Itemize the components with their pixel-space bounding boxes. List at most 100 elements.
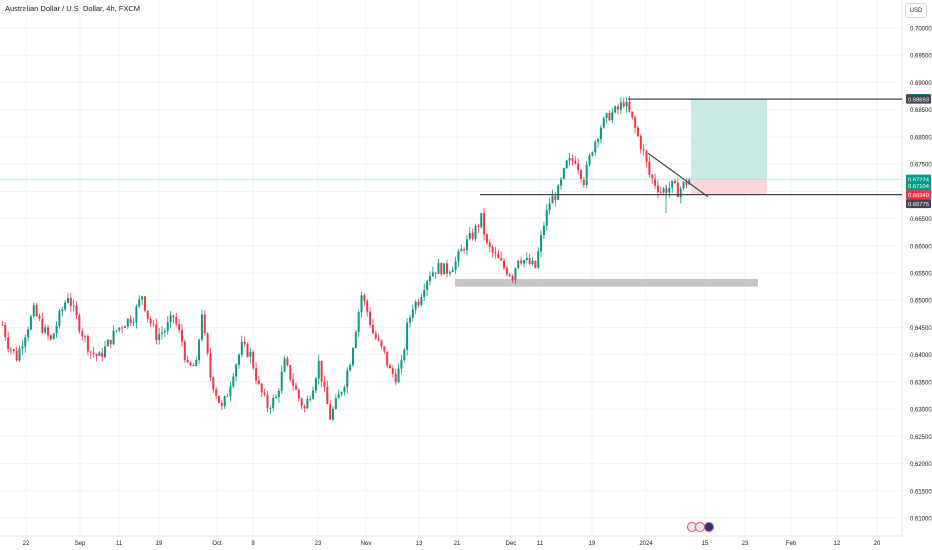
- candle-body: [123, 326, 126, 328]
- candle-body: [651, 174, 654, 179]
- candle-body: [617, 106, 620, 110]
- candle-body: [434, 272, 437, 274]
- price-tag: [906, 181, 931, 191]
- x-tick-label: Dec: [506, 541, 517, 547]
- candle-body: [86, 336, 89, 352]
- candle-body: [406, 322, 409, 350]
- candle-body: [72, 305, 75, 307]
- candle-body: [477, 225, 480, 227]
- candle-body: [280, 371, 283, 391]
- candle-body: [115, 330, 118, 332]
- candle-body: [636, 127, 639, 137]
- y-tick-label: 0.63500: [910, 380, 932, 386]
- candle-body: [579, 170, 582, 180]
- y-tick-label: 0.65500: [910, 272, 932, 278]
- candle-body: [255, 368, 258, 381]
- candle-body: [679, 188, 682, 198]
- x-tick-label: 23: [742, 541, 749, 547]
- candle-body: [172, 315, 175, 318]
- chart-title: Australian Dollar / U.S. Dollar, 4h, FXC…: [5, 4, 141, 13]
- candle-body: [235, 364, 238, 377]
- candle-body: [588, 155, 591, 165]
- y-tick-label: 0.66500: [910, 217, 932, 223]
- candle-body: [226, 396, 229, 397]
- candle-body: [277, 390, 280, 397]
- candle-body: [531, 260, 534, 264]
- candle-body: [138, 299, 141, 307]
- candle-body: [183, 341, 186, 361]
- candle-body: [317, 360, 320, 379]
- candle-body: [44, 327, 47, 333]
- candle-body: [158, 333, 161, 341]
- candle-body: [594, 141, 597, 153]
- candle-body: [41, 318, 44, 333]
- candle-body: [446, 263, 449, 274]
- candle-body: [195, 360, 198, 367]
- x-tick-label: 20: [874, 541, 881, 547]
- candle-body: [497, 253, 500, 259]
- candle-body: [525, 258, 528, 261]
- x-tick-label: 12: [834, 541, 841, 547]
- candle-body: [383, 346, 386, 352]
- candle-body: [155, 324, 158, 341]
- y-tick-label: 0.69500: [910, 54, 932, 60]
- candle-body: [323, 381, 326, 387]
- candle-body: [232, 376, 235, 387]
- candle-body: [360, 295, 363, 313]
- economic-events: [687, 522, 714, 532]
- candle-body: [423, 289, 426, 297]
- candle-body: [654, 178, 657, 186]
- x-tick-label: 13: [416, 541, 423, 547]
- candle-body: [520, 260, 523, 264]
- candle-body: [619, 102, 622, 110]
- candle-body: [488, 242, 491, 247]
- candle-body: [4, 324, 7, 338]
- candle-body: [192, 365, 195, 367]
- candle-body: [104, 346, 107, 357]
- candle-body: [92, 352, 95, 355]
- candle-body: [146, 310, 149, 319]
- candle-body: [611, 112, 614, 121]
- candle-body: [585, 164, 588, 185]
- candle-body: [7, 337, 10, 349]
- x-tick-label: 21: [454, 541, 461, 547]
- y-tick-label: 0.69000: [910, 81, 932, 87]
- candle-body: [66, 297, 69, 303]
- candle-body: [294, 385, 297, 390]
- candle-body: [209, 353, 212, 378]
- candle-body: [463, 249, 466, 251]
- price-tag-label: 0.67224: [908, 177, 930, 183]
- candle-body: [178, 324, 181, 330]
- time-axis[interactable]: 22 Sep 11 19 Oct 9 23 Nov 13 21 Dec 11 19 2024 15 23 Feb…: [23, 541, 881, 547]
- candle-body: [337, 394, 340, 399]
- y-tick-label: 0.68000: [910, 135, 932, 141]
- candle-body: [548, 203, 551, 211]
- candles: [1, 95, 691, 422]
- candle-body: [500, 258, 503, 261]
- candle-body: [397, 368, 400, 383]
- candle-body: [682, 181, 685, 189]
- candle-body: [343, 387, 346, 393]
- candle-body: [64, 302, 67, 310]
- candle-body: [380, 340, 383, 347]
- candle-body: [206, 333, 209, 354]
- candle-body: [38, 315, 41, 319]
- candle-body: [257, 380, 260, 384]
- price-tag-label: 0.66775: [908, 202, 929, 208]
- candle-body: [106, 339, 109, 347]
- candle-body: [454, 261, 457, 270]
- candle-body: [602, 117, 605, 128]
- candle-body: [494, 252, 497, 254]
- y-tick-label: 0.61000: [910, 517, 932, 523]
- currency-button[interactable]: USD: [905, 3, 927, 18]
- candle-body: [189, 362, 192, 366]
- candle-body: [562, 168, 565, 179]
- candle-body: [1, 324, 4, 326]
- candle-body: [126, 318, 129, 327]
- candle-body: [471, 232, 474, 239]
- candle-body: [32, 305, 35, 317]
- trendline: [647, 152, 709, 198]
- candle-body: [642, 149, 645, 151]
- candle-body: [614, 106, 617, 113]
